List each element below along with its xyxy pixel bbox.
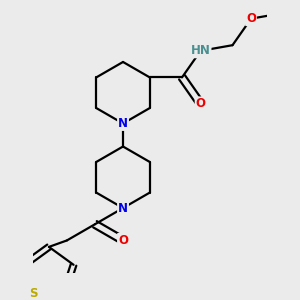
- Text: O: O: [196, 98, 206, 110]
- Text: HN: HN: [191, 44, 211, 57]
- Text: O: O: [118, 234, 128, 247]
- Text: N: N: [118, 202, 128, 214]
- Text: N: N: [118, 117, 128, 130]
- Text: S: S: [29, 287, 38, 300]
- Text: O: O: [246, 12, 256, 25]
